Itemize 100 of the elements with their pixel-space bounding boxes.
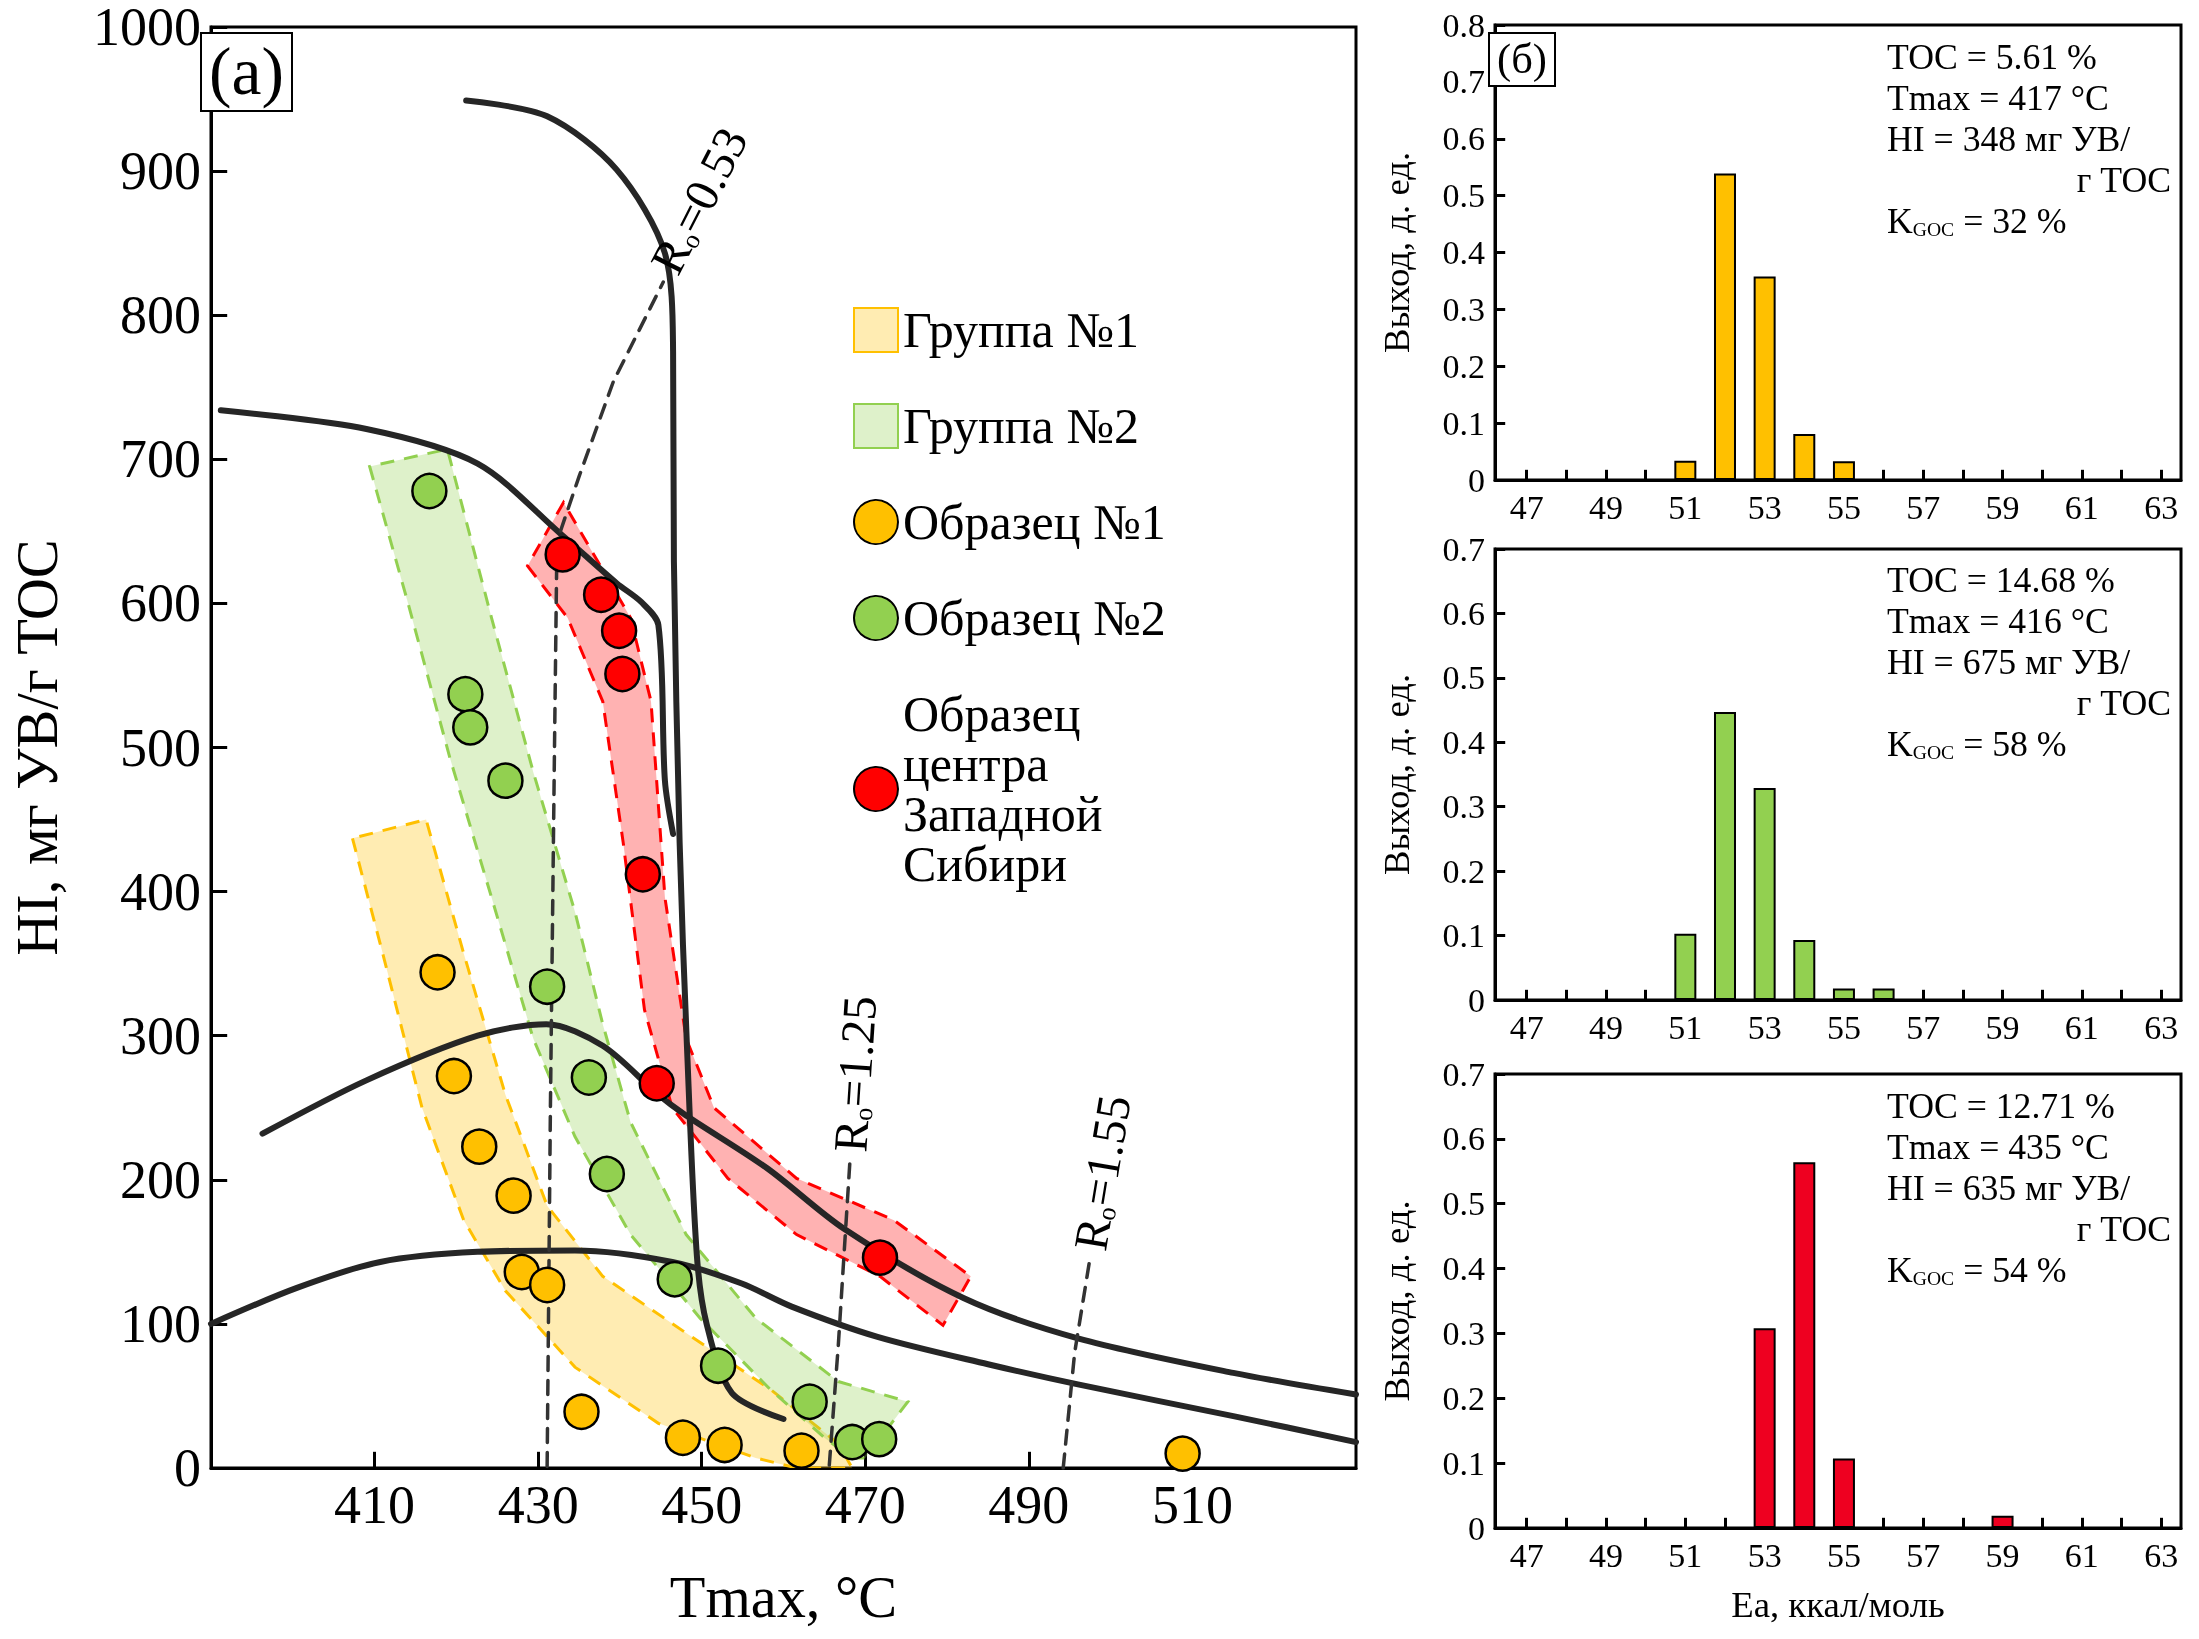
x-tick-label: 55: [1826, 488, 1861, 526]
y-axis-title: HI, мг УВ/г TOC: [4, 539, 70, 956]
y-tick-label: 0.4: [1442, 234, 1485, 271]
point: [588, 1155, 626, 1193]
y-tick-label: 0.2: [1442, 347, 1485, 385]
y-tick-label: 0.7: [1442, 530, 1485, 568]
x-tick-label: 51: [1668, 1008, 1703, 1046]
line-series: [545, 280, 666, 1469]
y-tick-label: 0.2: [1442, 1379, 1485, 1417]
x-tick-label: 55: [1826, 1008, 1861, 1046]
point: [791, 1383, 828, 1420]
x-tick-label: 49: [1589, 1536, 1624, 1574]
text: Ro=0.53: [639, 118, 758, 283]
y-tick-label: 300: [120, 1005, 201, 1066]
x-tick-label: 53: [1747, 488, 1782, 526]
y-tick-label: 0: [174, 1438, 201, 1498]
point: [419, 954, 456, 991]
x-tick-label: 61: [2064, 1008, 2099, 1046]
y-tick-label: 0.2: [1442, 852, 1485, 890]
y-tick-label: 800: [120, 285, 201, 346]
y-tick-label: 200: [120, 1149, 201, 1210]
x-tick-label: 450: [661, 1475, 743, 1535]
x-tick-label: 47: [1509, 1008, 1544, 1046]
y-tick-label: 0: [1468, 1509, 1485, 1547]
chart-title: (б): [1497, 35, 1547, 83]
legend-label: Группа №2: [903, 398, 1140, 454]
y-tick-label: 0.3: [1442, 1314, 1485, 1352]
x-tick-label: 53: [1747, 1536, 1782, 1574]
y-tick-label: 0.7: [1442, 63, 1485, 101]
y-tick-label: 0.4: [1442, 1250, 1485, 1288]
point: [528, 968, 566, 1005]
point: [544, 536, 581, 573]
y-tick-label: 0.1: [1442, 404, 1485, 442]
text: Ro=1.55: [1063, 1091, 1141, 1255]
annotation: HI = 635 мг УВ/: [1887, 1168, 2131, 1208]
point: [447, 675, 484, 713]
annotation: TOC = 5.61 %: [1887, 37, 2097, 77]
x-tick-label: 61: [2064, 488, 2099, 526]
text: Ro=1.25: [823, 994, 887, 1154]
y-tick-label: 0.3: [1442, 788, 1485, 826]
y-tick-label: 0.3: [1442, 290, 1485, 328]
x-tick-label: 49: [1589, 488, 1624, 526]
y-axis-title: Выход, д. ед.: [1376, 1200, 1417, 1402]
annotation: TOC = 14.68 %: [1887, 560, 2115, 600]
y-tick-label: 0.5: [1442, 659, 1485, 697]
y-tick-label: 0.6: [1442, 120, 1485, 158]
annotation: KGOC = 54 %: [1887, 1250, 2067, 1291]
point: [860, 1420, 898, 1458]
point: [582, 576, 620, 613]
annotation: г TOC: [2076, 683, 2171, 723]
x-tick-label: 430: [497, 1475, 579, 1535]
annotation: HI = 348 мг УВ/: [1887, 119, 2131, 159]
x-tick-label: 63: [2144, 488, 2179, 526]
point: [563, 1393, 600, 1431]
y-axis-title: Выход, д. ед.: [1376, 673, 1417, 876]
legend-label: Образец №1: [903, 494, 1166, 550]
point: [461, 1128, 498, 1165]
y-tick-label: 600: [120, 573, 201, 634]
y-tick-label: 1000: [93, 0, 201, 57]
y-tick-label: 0.8: [1442, 6, 1485, 44]
x-tick-label: 470: [824, 1475, 906, 1535]
point: [411, 472, 448, 510]
y-tick-label: 100: [120, 1293, 201, 1354]
x-axis-title: Ea, ккал/моль: [1731, 1584, 1945, 1625]
point: [1164, 1435, 1201, 1472]
y-tick-label: 0.6: [1442, 1120, 1485, 1158]
y-axis-title: Выход, д. ед.: [1376, 151, 1417, 354]
x-tick-label: 53: [1747, 1008, 1782, 1046]
legend-label: Группа №1: [903, 302, 1140, 358]
chart-title: (a): [209, 33, 284, 109]
point: [624, 856, 662, 893]
point: [435, 1057, 473, 1095]
legend-label: Образец №2: [903, 590, 1166, 646]
annotation: KGOC = 58 %: [1887, 724, 2067, 765]
x-tick-label: 510: [1151, 1475, 1233, 1535]
point: [452, 709, 489, 746]
annotation: Tmax = 417 °C: [1887, 78, 2109, 118]
point: [604, 655, 641, 693]
annotation: TOC = 12.71 %: [1887, 1086, 2115, 1126]
y-tick-label: 400: [120, 861, 201, 922]
x-tick-label: 490: [988, 1475, 1070, 1535]
y-tick-label: 700: [120, 429, 201, 490]
x-tick-label: 63: [2144, 1536, 2179, 1574]
x-tick-label: 59: [1985, 1008, 2020, 1046]
y-tick-label: 0.4: [1442, 723, 1485, 761]
point: [861, 1239, 899, 1276]
x-tick-label: 57: [1906, 1536, 1941, 1574]
annotation: HI = 675 мг УВ/: [1887, 642, 2131, 682]
y-tick-label: 0: [1468, 461, 1485, 499]
annotation: г TOC: [2076, 1209, 2171, 1249]
point: [570, 1059, 608, 1096]
y-tick-label: 0.5: [1442, 1185, 1485, 1223]
point: [600, 612, 638, 650]
x-tick-label: 47: [1509, 488, 1544, 526]
x-tick-label: 47: [1509, 1536, 1544, 1574]
y-tick-label: 0.6: [1442, 594, 1485, 632]
point: [706, 1426, 743, 1464]
point: [495, 1177, 532, 1214]
x-tick-label: 59: [1985, 488, 2020, 526]
point: [528, 1266, 566, 1304]
